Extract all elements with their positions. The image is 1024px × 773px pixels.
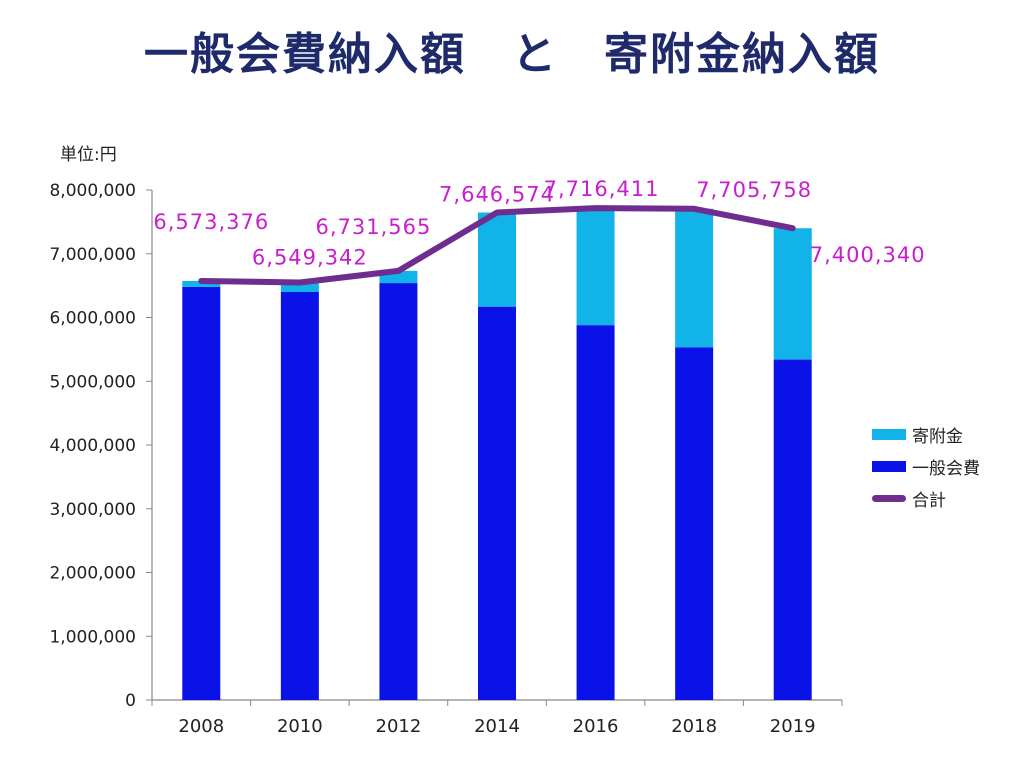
y-tick-label: 4,000,000 xyxy=(49,436,136,456)
legend-item-membership: 一般会費 xyxy=(872,450,980,482)
unit-label: 単位:円 xyxy=(60,145,117,165)
x-tick-label: 2018 xyxy=(671,716,717,737)
y-tick-label: 7,000,000 xyxy=(49,245,136,265)
total-data-label: 7,400,340 xyxy=(810,243,926,267)
y-tick-label: 2,000,000 xyxy=(49,564,136,584)
y-tick-label: 8,000,000 xyxy=(49,181,136,201)
bar-donation xyxy=(675,208,714,348)
x-tick-label: 2016 xyxy=(573,716,619,737)
bar-membership xyxy=(379,283,418,700)
legend-label-membership: 一般会費 xyxy=(912,458,980,479)
x-tick-label: 2014 xyxy=(474,716,520,737)
x-tick-label: 2008 xyxy=(178,716,224,737)
bar-membership xyxy=(280,292,319,700)
page-title: 一般会費納入額 と 寄附金納入額 xyxy=(144,29,880,80)
y-tick-label: 3,000,000 xyxy=(49,500,136,520)
total-data-label: 7,705,758 xyxy=(696,178,812,202)
legend-item-total: 合計 xyxy=(872,482,980,514)
total-data-label: 6,731,565 xyxy=(315,215,431,239)
total-data-label: 7,646,574 xyxy=(439,183,555,207)
x-tick-label: 2010 xyxy=(277,716,323,737)
legend-item-donation: 寄附金 xyxy=(872,418,980,450)
bar-membership xyxy=(675,347,714,700)
bar-donation xyxy=(280,282,319,292)
total-line xyxy=(198,205,796,286)
chart-legend: 寄附金 一般会費 合計 xyxy=(872,418,980,514)
legend-swatch-donation xyxy=(872,428,906,440)
bar-donation xyxy=(773,228,812,360)
bar-membership xyxy=(478,306,516,700)
legend-label-donation: 寄附金 xyxy=(912,426,963,447)
bar-membership xyxy=(576,325,615,700)
x-tick-label: 2012 xyxy=(376,716,422,737)
total-data-label: 6,573,376 xyxy=(153,210,269,234)
legend-swatch-total xyxy=(872,494,906,502)
bar-membership xyxy=(182,286,221,700)
y-tick-label: 5,000,000 xyxy=(49,372,136,392)
legend-swatch-membership xyxy=(872,460,906,472)
bar-donation xyxy=(478,212,516,307)
total-data-label: 6,549,342 xyxy=(252,245,368,269)
y-tick-label: 1,000,000 xyxy=(49,627,136,647)
x-tick-label: 2019 xyxy=(770,716,816,737)
total-data-label: 7,716,411 xyxy=(544,177,660,201)
bar-membership xyxy=(773,359,812,700)
legend-label-total: 合計 xyxy=(912,490,946,511)
bar-donation xyxy=(576,208,615,326)
y-tick-label: 6,000,000 xyxy=(49,309,136,329)
y-tick-label: 0 xyxy=(125,691,136,711)
